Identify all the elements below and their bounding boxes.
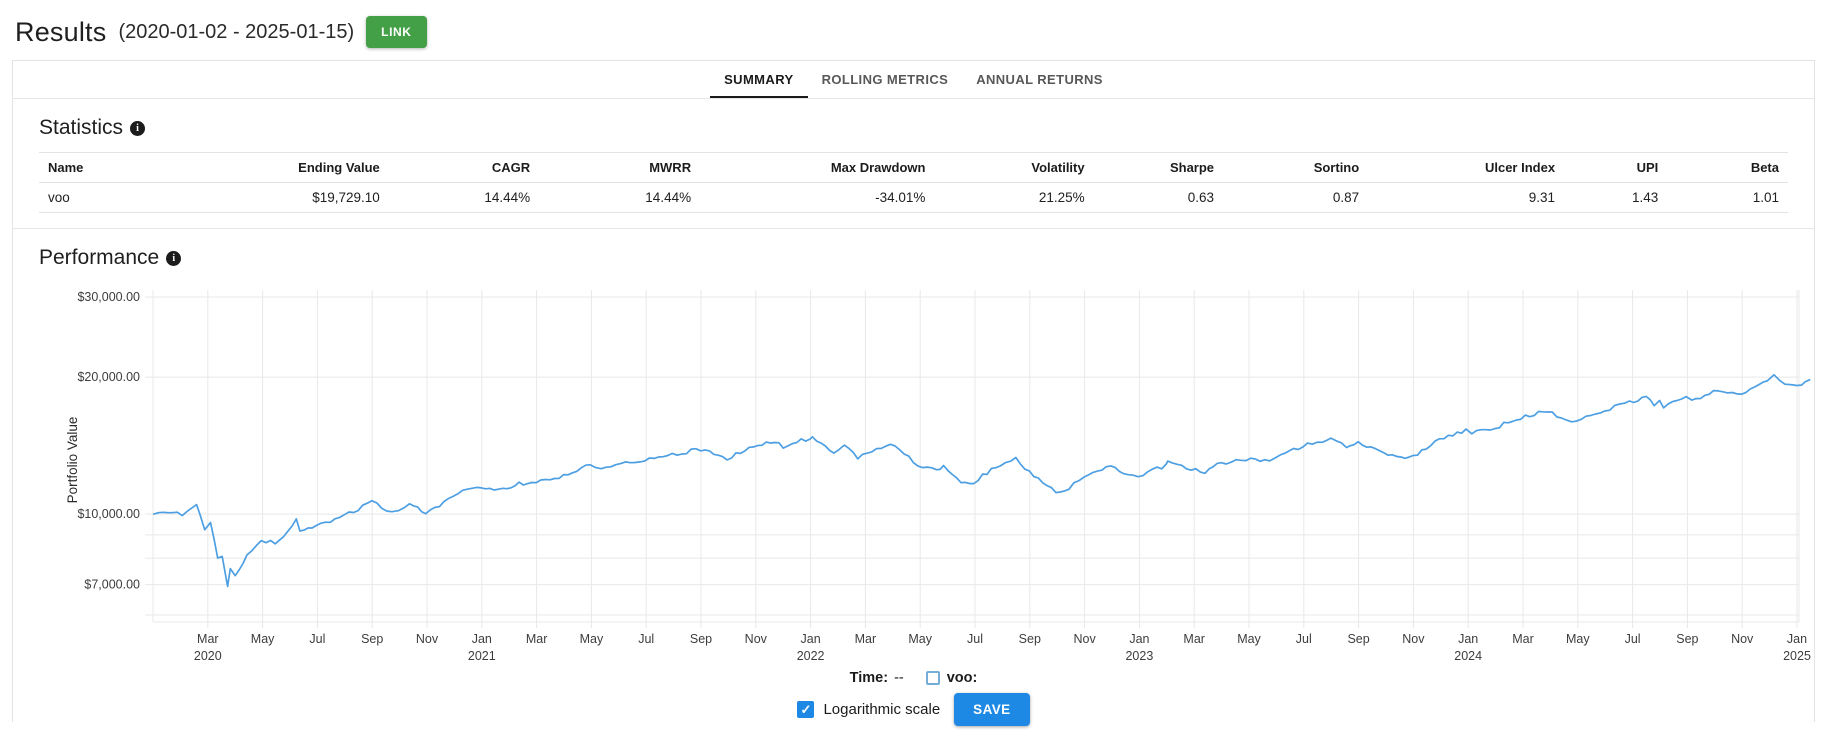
x-axis-month-label: Jan xyxy=(1787,632,1807,646)
voo-checkbox[interactable] xyxy=(925,671,940,685)
log-save-row: ✓ Logarithmic scale SAVE xyxy=(797,693,1030,726)
chart-controls: Time: -- voo: ✓ Logarithmic scale SAVE xyxy=(13,670,1814,726)
x-axis-year-label: 2020 xyxy=(194,649,222,663)
x-axis-month-label: Sep xyxy=(1676,632,1698,646)
x-axis-month-label: Jan xyxy=(1458,632,1478,646)
x-axis-year-label: 2023 xyxy=(1125,649,1153,663)
performance-chart[interactable]: $30,000.00 $20,000.00 $10,000.00 $7,000.00 M… xyxy=(13,282,1814,670)
stats-cell: 9.31 xyxy=(1368,182,1565,213)
x-axis-month-label: May xyxy=(908,632,932,646)
x-axis-month-label: Jul xyxy=(1296,632,1312,646)
info-icon[interactable]: i xyxy=(166,250,182,266)
x-axis-month-label: May xyxy=(1237,632,1261,646)
x-axis-month-label: Jan xyxy=(472,632,492,646)
stats-cell: 0.87 xyxy=(1223,182,1369,213)
y-axis-label: $7,000.00 xyxy=(84,578,140,592)
x-axis-year-label: 2022 xyxy=(797,649,825,663)
stats-cell: -34.01% xyxy=(700,182,935,213)
stats-column-header: Ending Value xyxy=(248,152,389,183)
x-axis-month-label: Nov xyxy=(1402,632,1425,646)
x-axis-year-label: 2021 xyxy=(468,649,496,663)
x-axis-month-label: Mar xyxy=(855,632,877,646)
table-row: voo $19,729.10 14.44% 14.44% -34.01% 21.25% 0.… xyxy=(39,182,1788,213)
stats-column-header: Max Drawdown xyxy=(700,152,935,183)
table-header-row: Name Ending Value CAGR MWRR Max Drawdown Vola… xyxy=(39,152,1788,183)
x-axis-year-label: 2025 xyxy=(1783,649,1811,663)
time-row: Time: -- voo: xyxy=(850,670,978,686)
save-button[interactable]: SAVE xyxy=(954,693,1030,726)
stats-cell: 1.43 xyxy=(1564,182,1668,213)
time-value: -- xyxy=(894,670,904,686)
x-axis-month-label: Jul xyxy=(638,632,654,646)
x-axis-month-label: Sep xyxy=(690,632,712,646)
stats-column-header: Sortino xyxy=(1223,152,1369,183)
performance-title: Performance xyxy=(39,246,160,269)
stats-column-header: Volatility xyxy=(934,152,1094,183)
stats-column-header: CAGR xyxy=(388,152,540,183)
stats-cell: 21.25% xyxy=(934,182,1094,213)
statistics-title: Statistics xyxy=(39,116,124,139)
x-axis-month-label: Nov xyxy=(1731,632,1754,646)
x-axis-month-label: Jan xyxy=(1129,632,1149,646)
page-title: Results xyxy=(15,16,107,47)
y-axis-title: Portfolio Value xyxy=(65,417,80,504)
x-axis-month-label: Nov xyxy=(745,632,768,646)
x-axis-month-label: Jul xyxy=(309,632,325,646)
tab-bar: SUMMARY ROLLING METRICS ANNUAL RETURNS xyxy=(13,61,1814,99)
x-axis-month-label: Sep xyxy=(1019,632,1041,646)
x-axis-month-label: Jul xyxy=(967,632,983,646)
stats-cell: 0.63 xyxy=(1093,182,1224,213)
performance-section: Performance i xyxy=(13,246,1814,270)
x-axis-month-label: Jul xyxy=(1625,632,1641,646)
section-divider xyxy=(13,228,1814,229)
tab-rolling-metrics[interactable]: ROLLING METRICS xyxy=(821,72,949,87)
x-axis-month-label: May xyxy=(251,632,275,646)
x-axis-month-label: Sep xyxy=(361,632,383,646)
logarithmic-scale-label: Logarithmic scale xyxy=(823,701,941,718)
stats-column-header: Ulcer Index xyxy=(1368,152,1565,183)
x-axis-year-label: 2024 xyxy=(1454,649,1482,663)
statistics-heading: Statistics i xyxy=(39,116,1788,140)
x-axis-month-label: Mar xyxy=(197,632,219,646)
stats-cell: $19,729.10 xyxy=(248,182,389,213)
stats-column-header: Sharpe xyxy=(1093,152,1224,183)
statistics-section: Statistics i Name Ending Value CAGR MWRR Max… xyxy=(13,116,1814,213)
stats-column-header: Beta xyxy=(1667,152,1788,183)
stats-cell: 14.44% xyxy=(388,182,540,213)
logarithmic-scale-checkbox[interactable]: ✓ xyxy=(797,701,815,718)
voo-series-line xyxy=(153,373,1811,588)
voo-checkbox-label: voo: xyxy=(946,670,978,686)
x-axis-month-label: Mar xyxy=(526,632,548,646)
tab-summary[interactable]: SUMMARY xyxy=(710,61,808,98)
y-axis-label: $10,000.00 xyxy=(77,507,140,521)
x-axis-month-label: Mar xyxy=(1183,632,1205,646)
stats-column-header: Name xyxy=(39,152,249,183)
results-card: SUMMARY ROLLING METRICS ANNUAL RETURNS Sta… xyxy=(12,60,1815,726)
stats-cell: 14.44% xyxy=(539,182,701,213)
date-range: (2020-01-02 - 2025-01-15) xyxy=(118,20,355,43)
stats-cell: voo xyxy=(39,182,249,213)
page-header: Results (2020-01-02 - 2025-01-15) LINK xyxy=(0,0,1827,60)
stats-column-header: UPI xyxy=(1564,152,1668,183)
tab-annual-returns[interactable]: ANNUAL RETURNS xyxy=(976,72,1103,87)
x-axis-month-label: Sep xyxy=(1347,632,1369,646)
statistics-table: Name Ending Value CAGR MWRR Max Drawdown Vola… xyxy=(39,152,1788,213)
x-axis-month-label: May xyxy=(1566,632,1590,646)
time-label: Time: xyxy=(849,670,889,686)
x-axis-month-label: Mar xyxy=(1512,632,1534,646)
performance-heading: Performance i xyxy=(39,246,1788,270)
stats-cell: 1.01 xyxy=(1667,182,1788,213)
y-axis-label: $20,000.00 xyxy=(77,370,140,384)
x-axis-month-label: Nov xyxy=(1073,632,1096,646)
info-icon[interactable]: i xyxy=(130,120,146,136)
link-button[interactable]: LINK xyxy=(366,16,427,48)
x-axis-month-label: Nov xyxy=(416,632,439,646)
stats-column-header: MWRR xyxy=(539,152,701,183)
x-axis-month-label: May xyxy=(580,632,604,646)
x-axis-month-label: Jan xyxy=(801,632,821,646)
y-axis-label: $30,000.00 xyxy=(77,290,140,304)
